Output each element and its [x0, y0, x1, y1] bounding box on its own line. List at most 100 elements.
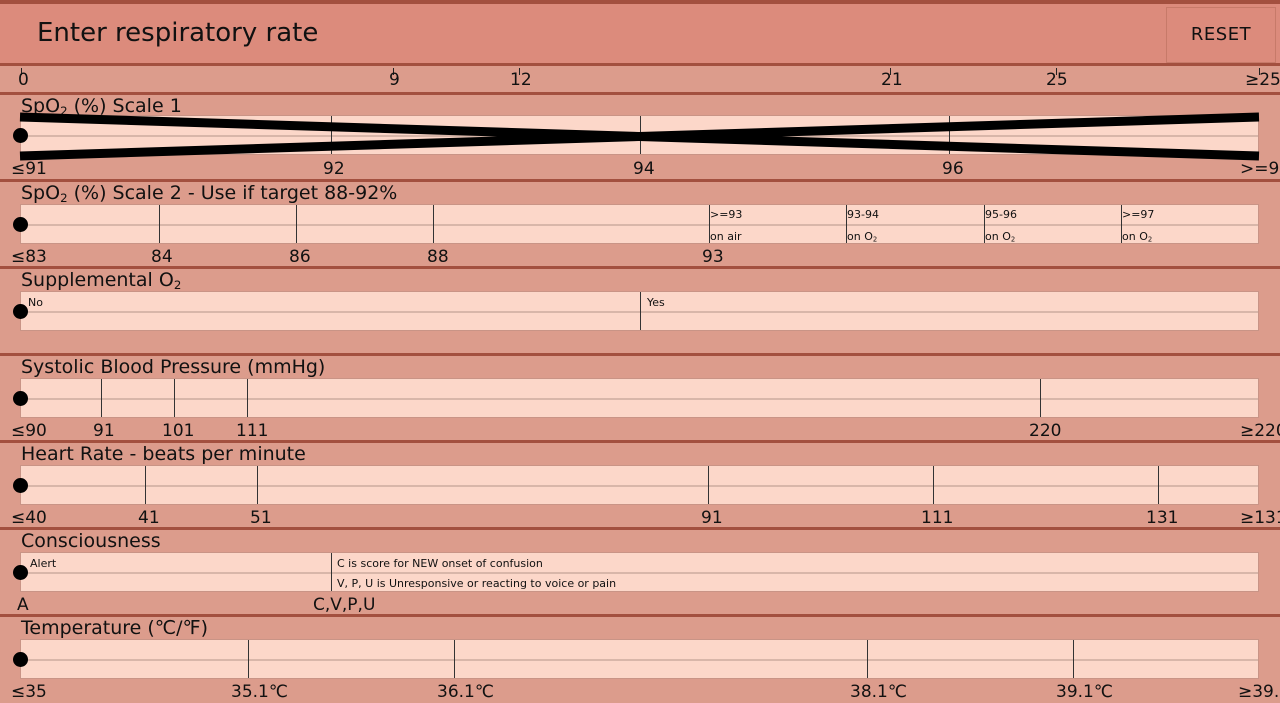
supplemental-o2-section: Supplemental O2 No Yes [0, 266, 1280, 353]
note-confusion: C is score for NEW onset of confusion [337, 557, 543, 570]
reset-button[interactable]: RESET [1166, 7, 1276, 63]
tick [331, 553, 332, 591]
systolic-bp-slider[interactable] [20, 378, 1259, 418]
scale-label: 91 [701, 508, 723, 528]
tick [984, 205, 985, 243]
section-title: Systolic Blood Pressure (mmHg) [21, 356, 326, 378]
consciousness-slider[interactable]: Alert C is score for NEW onset of confus… [20, 552, 1259, 592]
tick [640, 292, 641, 330]
scale-label: 131 [1146, 508, 1179, 528]
tick [867, 640, 868, 678]
scale-label: 36.1℃ [437, 682, 494, 702]
tick [433, 205, 434, 243]
scale-label: A [17, 595, 29, 615]
crossed-out-icon [19, 112, 1260, 161]
respiratory-rate-scale[interactable]: 0 9 12 21 25 ≥25 [0, 66, 1280, 92]
spo2-scale1-section: SpO2 (%) Scale 1 ≤91 92 94 96 >=96 [0, 92, 1280, 179]
scale-label: 88 [427, 247, 449, 267]
resp-tick [519, 68, 520, 75]
tick [296, 205, 297, 243]
systolic-bp-section: Systolic Blood Pressure (mmHg) ≤90 91 10… [0, 353, 1280, 441]
slider-handle[interactable] [13, 391, 28, 406]
resp-tick [1056, 68, 1057, 75]
slider-handle[interactable] [13, 565, 28, 580]
resp-label-21: 21 [881, 70, 903, 90]
temperature-slider[interactable] [20, 639, 1259, 679]
resp-label-12: 12 [510, 70, 532, 90]
tick [1040, 379, 1041, 417]
note-vpu: V, P, U is Unresponsive or reacting to v… [337, 577, 617, 590]
heart-rate-section: Heart Rate - beats per minute ≤40 41 51 … [0, 440, 1280, 528]
scale-label: 35.1℃ [231, 682, 288, 702]
tick [708, 466, 709, 504]
option-alert: Alert [30, 557, 57, 570]
zone-label: on O2 [847, 230, 878, 244]
section-title: SpO2 (%) Scale 1 [21, 95, 182, 118]
supplemental-o2-slider[interactable]: No Yes [20, 291, 1259, 331]
app-header: Enter respiratory rate RESET [0, 0, 1280, 66]
scale-label: 91 [93, 421, 115, 441]
scale-label: >=96 [1240, 159, 1280, 179]
spo2-scale2-slider[interactable]: >=93 on air 93-94 on O2 95-96 on O2 >=97… [20, 204, 1259, 244]
scale-label: ≤40 [11, 508, 47, 528]
scale-label: 39.1℃ [1056, 682, 1113, 702]
option-yes: Yes [647, 296, 665, 309]
slider-handle[interactable] [13, 652, 28, 667]
scale-label: ≤35 [11, 682, 47, 702]
resp-label-9: 9 [389, 70, 400, 90]
consciousness-section: Consciousness Alert C is score for NEW o… [0, 527, 1280, 615]
slider-handle[interactable] [13, 478, 28, 493]
scale-label: 94 [633, 159, 655, 179]
zone-label: >=93 [710, 208, 743, 221]
option-no: No [28, 296, 43, 309]
tick [454, 640, 455, 678]
section-title: SpO2 (%) Scale 2 - Use if target 88-92% [21, 182, 398, 205]
tick [1121, 205, 1122, 243]
scale-label: ≤91 [11, 159, 47, 179]
slider-handle[interactable] [13, 217, 28, 232]
tick [846, 205, 847, 243]
scale-label: ≥39.1 [1238, 682, 1280, 702]
tick [101, 379, 102, 417]
scale-label: ≤83 [11, 247, 47, 267]
scale-label: 111 [236, 421, 269, 441]
slider-handle[interactable] [13, 304, 28, 319]
tick [949, 116, 950, 154]
resp-label-25: 25 [1046, 70, 1068, 90]
resp-tick [890, 68, 891, 75]
zone-label: on O2 [1122, 230, 1153, 244]
section-title: Consciousness [21, 530, 161, 552]
zone-label: on O2 [985, 230, 1016, 244]
scale-label: 93 [702, 247, 724, 267]
resp-label-ge25: ≥25 [1245, 70, 1280, 90]
scale-label: ≤90 [11, 421, 47, 441]
tick [247, 379, 248, 417]
temperature-section: Temperature (℃/℉) ≤35 35.1℃ 36.1℃ 38.1℃ … [0, 614, 1280, 703]
resp-label-0: 0 [18, 70, 29, 90]
scale-label: C,V,P,U [313, 595, 376, 615]
tick [145, 466, 146, 504]
scale-label: 86 [289, 247, 311, 267]
scale-label: 38.1℃ [850, 682, 907, 702]
scale-label: 41 [138, 508, 160, 528]
heart-rate-slider[interactable] [20, 465, 1259, 505]
zone-label: on air [710, 230, 742, 243]
tick [331, 116, 332, 154]
scale-label: 111 [921, 508, 954, 528]
scale-label: 92 [323, 159, 345, 179]
tick [933, 466, 934, 504]
scale-label: 96 [942, 159, 964, 179]
scale-label: ≥220 [1240, 421, 1280, 441]
tick [174, 379, 175, 417]
scale-label: 84 [151, 247, 173, 267]
resp-tick [21, 68, 22, 75]
resp-tick [1259, 68, 1260, 75]
page-title: Enter respiratory rate [37, 18, 319, 48]
scale-label: 220 [1029, 421, 1062, 441]
section-title: Temperature (℃/℉) [21, 617, 209, 639]
scale-label: 51 [250, 508, 272, 528]
slider-handle[interactable] [13, 128, 28, 143]
tick [1158, 466, 1159, 504]
zone-label: 95-96 [985, 208, 1017, 221]
spo2-scale2-section: SpO2 (%) Scale 2 - Use if target 88-92% … [0, 179, 1280, 267]
